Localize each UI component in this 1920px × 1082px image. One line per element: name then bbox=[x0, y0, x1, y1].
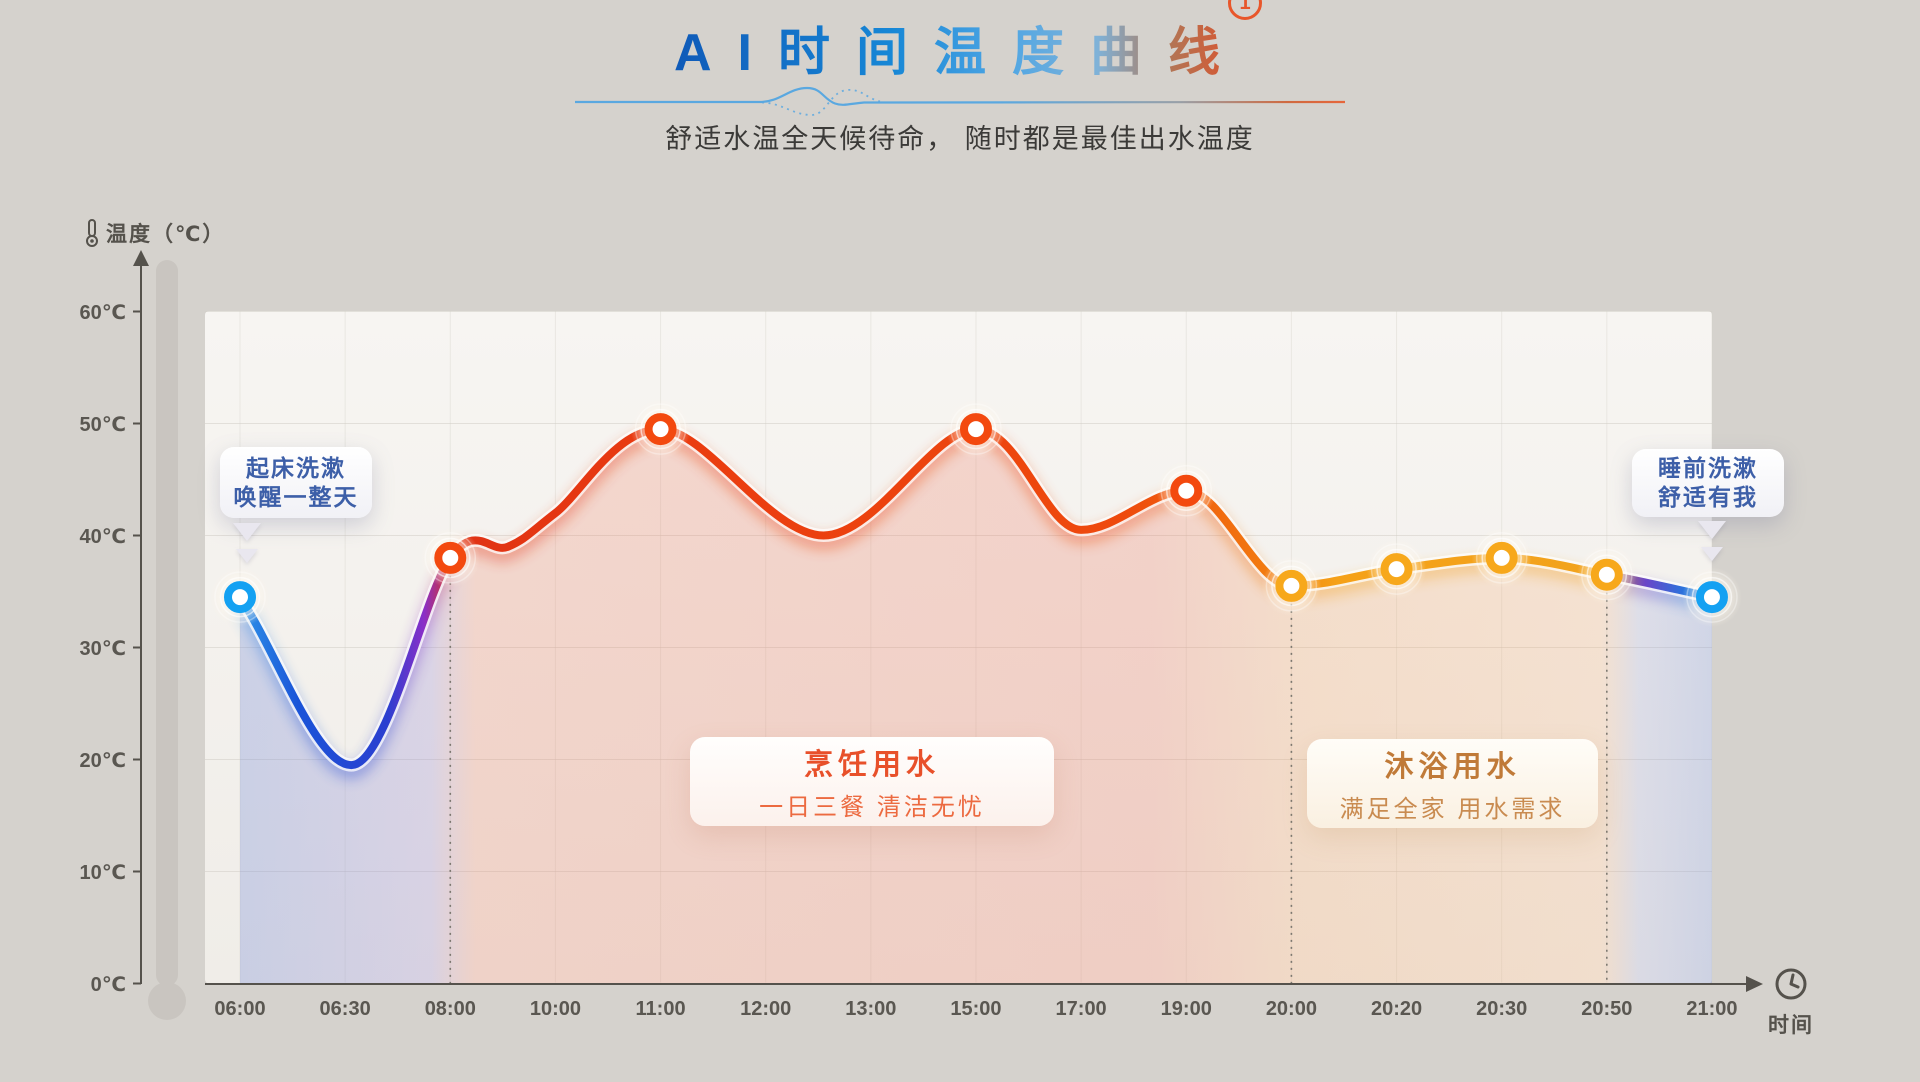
y-tick-label: 20℃ bbox=[79, 749, 126, 772]
data-point-21:00 bbox=[1681, 567, 1742, 628]
x-tick-label: 20:00 bbox=[1265, 998, 1317, 1020]
y-tick-label: 0℃ bbox=[90, 973, 126, 996]
callout-morning-pointer-icon bbox=[233, 523, 261, 541]
x-tick-label: 12:00 bbox=[740, 998, 792, 1020]
callout-night-pointer-icon bbox=[1701, 547, 1723, 561]
page-title: AI时间温度曲线 bbox=[674, 10, 1246, 85]
x-axis-title-text: 时间 bbox=[1768, 1014, 1814, 1037]
title-divider-wave bbox=[575, 86, 1346, 116]
data-point-20:50 bbox=[1576, 544, 1637, 605]
x-tick-label: 06:30 bbox=[319, 998, 371, 1020]
x-tick-label: 20:20 bbox=[1370, 998, 1423, 1020]
y-tick-label: 60℃ bbox=[79, 301, 126, 324]
clock-icon bbox=[1775, 968, 1807, 1000]
x-tick-label: 15:00 bbox=[950, 998, 1002, 1020]
callout-night-pointer-icon bbox=[1698, 521, 1726, 539]
x-tick-label: 10:00 bbox=[529, 998, 581, 1020]
region-label-cooking: 烹饪用水 一日三餐 清洁无忧 bbox=[690, 737, 1054, 826]
region-cooking-desc: 一日三餐 清洁无忧 bbox=[759, 794, 985, 821]
data-point-20:20 bbox=[1366, 539, 1427, 600]
x-tick-label: 20:50 bbox=[1581, 998, 1633, 1020]
x-tick-label: 19:00 bbox=[1160, 998, 1212, 1020]
x-tick-label: 21:00 bbox=[1686, 998, 1738, 1020]
x-tick-label: 06:00 bbox=[214, 998, 266, 1020]
divider-dotted-wave bbox=[761, 89, 881, 116]
data-point-06:00 bbox=[210, 567, 270, 628]
x-tick-label: 08:00 bbox=[424, 998, 476, 1020]
thermometer-icon bbox=[86, 219, 98, 247]
thermometer-decoration bbox=[148, 260, 186, 1020]
axes bbox=[133, 262, 1748, 985]
callout-night-line2: 舒适有我 bbox=[1658, 484, 1758, 510]
callout-night-line1: 睡前洗漱 bbox=[1658, 455, 1758, 481]
callout-morning-line1: 起床洗漱 bbox=[246, 454, 346, 481]
data-point-15:00 bbox=[945, 399, 1006, 460]
x-tick-label: 17:00 bbox=[1055, 998, 1107, 1020]
data-point-08:00 bbox=[420, 527, 481, 588]
callout-night-wash: 睡前洗漱 舒适有我 bbox=[1632, 449, 1784, 517]
region-cooking-title: 烹饪用水 bbox=[803, 749, 940, 781]
data-point-20:30 bbox=[1471, 527, 1532, 588]
y-tick-label: 10℃ bbox=[79, 861, 126, 884]
region-bathing-title: 沐浴用水 bbox=[1384, 751, 1521, 783]
y-tick-label: 50℃ bbox=[79, 413, 126, 436]
x-tick-label: 20:30 bbox=[1476, 998, 1528, 1020]
y-tick-label: 30℃ bbox=[79, 637, 126, 660]
x-axis-title: 时间 bbox=[1768, 966, 1814, 1039]
callout-morning-pointer-icon bbox=[236, 549, 258, 563]
x-axis-arrow bbox=[1746, 976, 1763, 992]
page-header: AI时间温度曲线 1 舒适水温全天候待命， 随时都是最佳出水温度 bbox=[0, 0, 1920, 154]
divider-solid-wave bbox=[575, 86, 1346, 106]
data-point-11:00 bbox=[630, 399, 691, 460]
region-bathing-desc: 满足全家 用水需求 bbox=[1339, 796, 1566, 823]
y-axis-arrow bbox=[133, 250, 149, 266]
region-label-bathing: 沐浴用水 满足全家 用水需求 bbox=[1307, 739, 1598, 828]
y-axis-title: 温度（℃） bbox=[84, 218, 225, 248]
page-subtitle: 舒适水温全天候待命， 随时都是最佳出水温度 bbox=[665, 124, 1255, 154]
data-point-20:00 bbox=[1261, 555, 1322, 616]
callout-morning-line2: 唤醒一整天 bbox=[233, 483, 359, 510]
x-tick-label: 13:00 bbox=[845, 998, 897, 1020]
y-axis-title-text: 温度（℃） bbox=[106, 223, 226, 246]
x-tick-label: 11:00 bbox=[635, 998, 686, 1020]
data-point-19:00 bbox=[1156, 460, 1217, 521]
curve-area-fill bbox=[240, 429, 1712, 984]
callout-morning-wash: 起床洗漱 唤醒一整天 bbox=[220, 447, 372, 518]
y-tick-label: 40℃ bbox=[79, 525, 126, 548]
